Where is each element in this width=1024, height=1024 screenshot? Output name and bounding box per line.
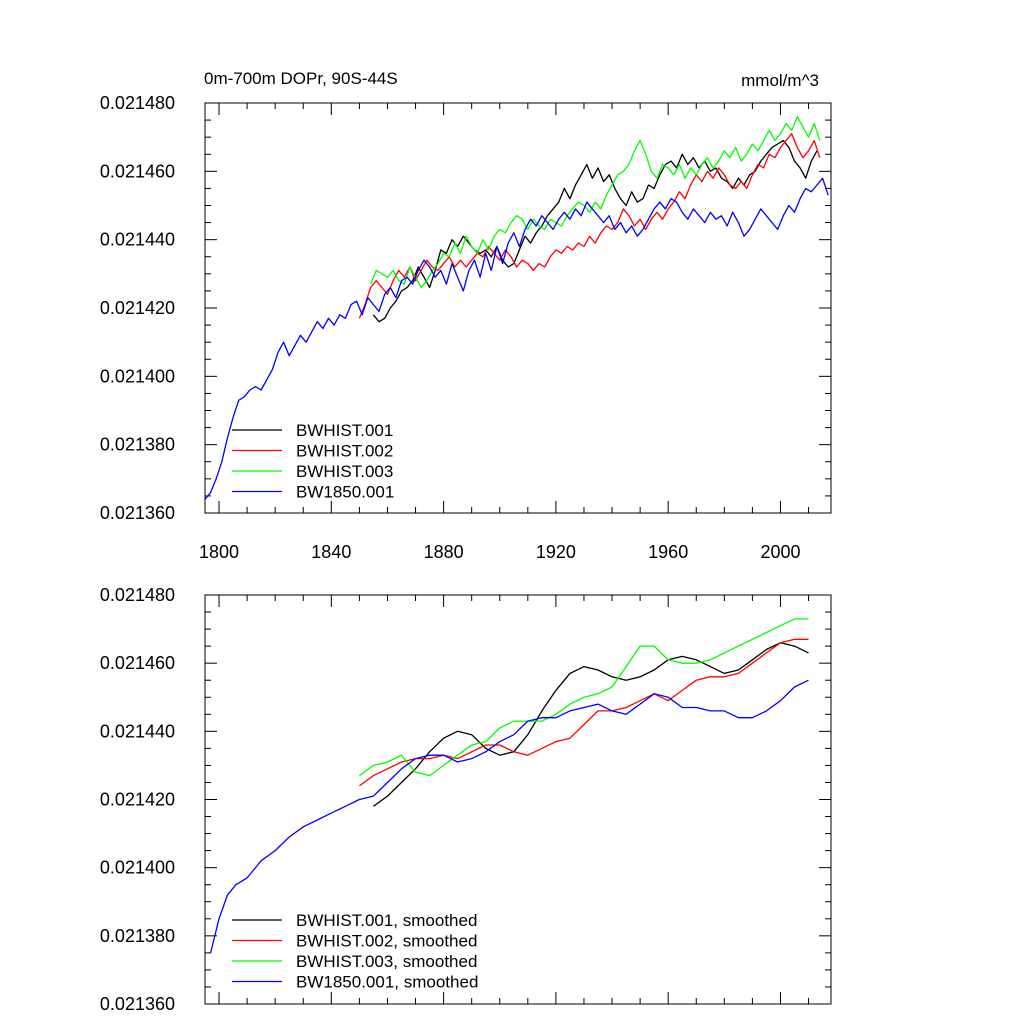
y-tick-label: 0.021460	[100, 653, 175, 673]
y-tick-label: 0.021380	[100, 926, 175, 946]
legend-label: BW1850.001	[296, 483, 394, 502]
legend-label: BWHIST.002, smoothed	[296, 932, 477, 951]
y-tick-label: 0.021360	[100, 503, 175, 523]
series-line	[204, 177, 829, 500]
y-tick-label: 0.021360	[100, 994, 175, 1014]
x-tick-label: 1840	[311, 542, 351, 562]
x-tick-label: 2000	[760, 542, 800, 562]
y-tick-label: 0.021420	[100, 298, 175, 318]
top-panel: 0.021360 0.021380 0.021400 0.021420 0.021440…	[100, 93, 832, 562]
y-tick-label: 0.021460	[100, 161, 175, 181]
legend-label: BWHIST.001, smoothed	[296, 911, 477, 930]
y-tick-label: 0.021420	[100, 790, 175, 810]
panel-title: 0m-700m DOPr, 90S-44S	[204, 69, 398, 88]
legend-label: BWHIST.002	[296, 442, 393, 461]
series-line	[359, 638, 809, 787]
y-tick-label: 0.021400	[100, 858, 175, 878]
x-tick-label: 1960	[648, 542, 688, 562]
x-tick-label: 1880	[424, 542, 464, 562]
header: 0m-700m DOPr, 90S-44S mmol/m^3	[204, 69, 819, 90]
y-tick-label: 0.021380	[100, 435, 175, 455]
bottom-panel: 0.021360 0.021380 0.021400 0.021420 0.021440…	[100, 585, 832, 1014]
series-line	[369, 116, 821, 289]
series-line	[359, 618, 809, 777]
legend-label: BWHIST.003	[296, 462, 393, 481]
legend-label: BWHIST.001	[296, 421, 393, 440]
series-line	[373, 642, 809, 807]
y-tick-label: 0.021440	[100, 721, 175, 741]
units-label: mmol/m^3	[741, 71, 819, 90]
y-tick-label: 0.021480	[100, 585, 175, 605]
legend-label: BWHIST.003, smoothed	[296, 952, 477, 971]
y-tick-label: 0.021440	[100, 230, 175, 250]
legend-label: BW1850.001, smoothed	[296, 973, 478, 992]
series-line	[358, 133, 821, 319]
x-tick-label: 1920	[536, 542, 576, 562]
legend: BWHIST.001, smoothed BWHIST.002, smoothed…	[232, 911, 478, 992]
y-tick-label: 0.021400	[100, 366, 175, 386]
series-line	[372, 139, 818, 323]
x-tick-label: 1800	[199, 542, 239, 562]
y-tick-label: 0.021480	[100, 93, 175, 113]
series-line	[209, 679, 809, 954]
